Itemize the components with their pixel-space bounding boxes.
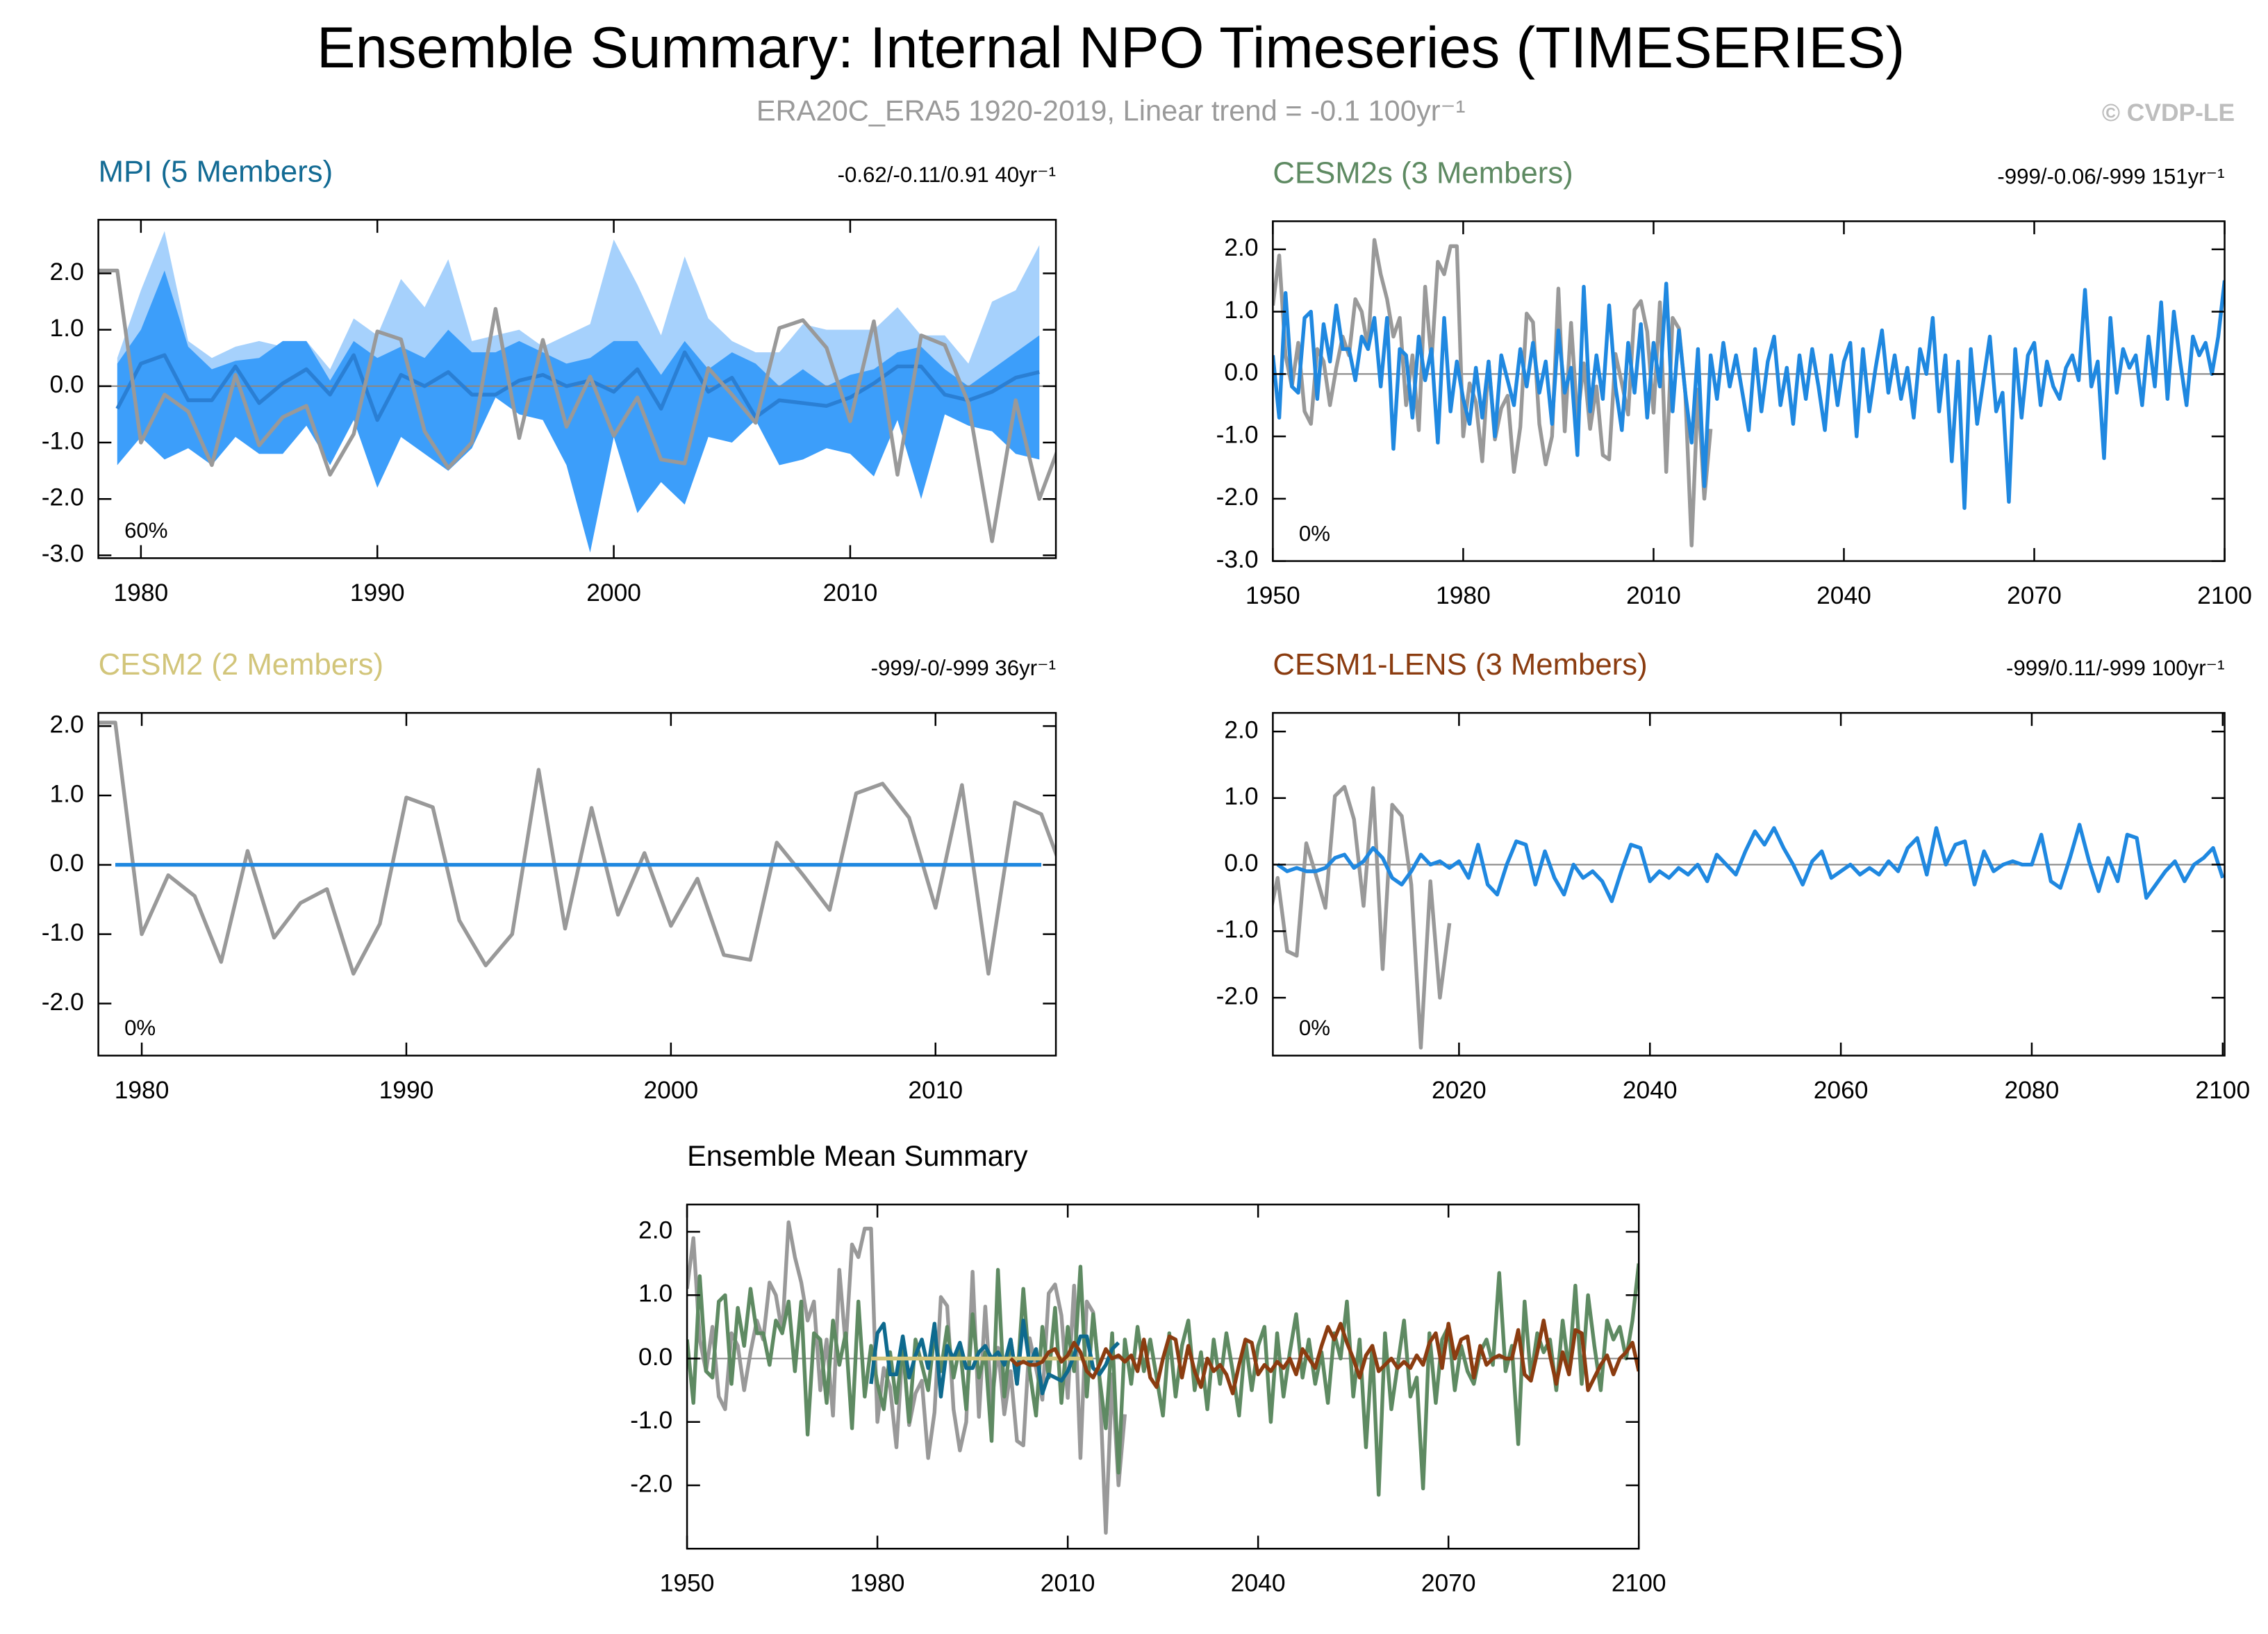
plot-area bbox=[1273, 238, 2225, 547]
y-tick-label: -1.0 bbox=[42, 919, 84, 946]
y-tick-label: -2.0 bbox=[42, 484, 84, 511]
x-tick-label: 2060 bbox=[1814, 1077, 1869, 1104]
x-tick-label: 2020 bbox=[1432, 1077, 1487, 1104]
x-tick-label: 2070 bbox=[1421, 1570, 1476, 1597]
panel-title: CESM2 (2 Members) bbox=[99, 647, 383, 682]
plot-frame bbox=[1272, 711, 2226, 1057]
percent-label: 60% bbox=[124, 518, 167, 543]
y-tick-label: -1.0 bbox=[1216, 916, 1259, 943]
series-line bbox=[1273, 784, 1452, 1050]
x-tick-label: 2010 bbox=[908, 1077, 963, 1104]
credit: © CVDP-LE bbox=[2102, 99, 2235, 126]
panel-title: Ensemble Mean Summary bbox=[687, 1139, 1028, 1172]
x-tick-label: 1980 bbox=[1436, 582, 1491, 609]
x-tick-label: 2100 bbox=[2197, 582, 2252, 609]
figure-title: Ensemble Summary: Internal NPO Timeserie… bbox=[317, 15, 1905, 80]
x-tick-label: 2000 bbox=[586, 579, 641, 606]
plot-area bbox=[98, 231, 1057, 553]
x-tick-label: 2010 bbox=[1041, 1570, 1095, 1597]
x-tick-label: 2010 bbox=[823, 579, 878, 606]
y-tick-label: -2.0 bbox=[630, 1470, 672, 1497]
y-tick-label: 0.0 bbox=[50, 371, 84, 398]
x-tick-label: 2040 bbox=[1231, 1570, 1286, 1597]
y-tick-label: 1.0 bbox=[50, 780, 84, 807]
percent-label: 0% bbox=[1299, 1016, 1330, 1040]
y-tick-label: -2.0 bbox=[1216, 982, 1259, 1009]
plot-frame bbox=[97, 711, 1057, 1057]
panel-title: MPI (5 Members) bbox=[99, 154, 333, 188]
y-tick-label: -1.0 bbox=[42, 427, 84, 454]
x-tick-label: 2070 bbox=[2007, 582, 2062, 609]
y-tick-label: 0.0 bbox=[1224, 850, 1258, 877]
percent-label: 0% bbox=[1299, 521, 1330, 545]
y-tick-label: 2.0 bbox=[638, 1216, 672, 1244]
panel-stats: -999/0.11/-999 100yr⁻¹ bbox=[2006, 656, 2224, 680]
x-tick-label: 1980 bbox=[115, 1077, 169, 1104]
plot-area bbox=[687, 1220, 1639, 1535]
plot-frame bbox=[97, 219, 1057, 559]
x-tick-label: 2080 bbox=[2005, 1077, 2060, 1104]
y-tick-label: -1.0 bbox=[630, 1407, 672, 1434]
series-line bbox=[1009, 1319, 1639, 1396]
y-tick-label: 0.0 bbox=[1224, 359, 1258, 386]
y-tick-label: 1.0 bbox=[1224, 783, 1258, 810]
x-tick-label: 2040 bbox=[1623, 1077, 1678, 1104]
plot-area bbox=[1273, 784, 2225, 1050]
plot-area bbox=[98, 720, 1057, 976]
y-tick-label: -2.0 bbox=[42, 989, 84, 1016]
y-tick-label: -3.0 bbox=[1216, 546, 1259, 573]
series-line bbox=[1276, 823, 2225, 903]
x-tick-label: 1950 bbox=[660, 1570, 715, 1597]
figure-subtitle: ERA20C_ERA5 1920-2019, Linear trend = -0… bbox=[756, 94, 1466, 126]
panel-stats: -0.62/-0.11/0.91 40yr⁻¹ bbox=[838, 163, 1056, 187]
x-tick-label: 2100 bbox=[1612, 1570, 1666, 1597]
series-line bbox=[98, 720, 1057, 976]
y-tick-label: 2.0 bbox=[50, 711, 84, 738]
series-line bbox=[115, 350, 1040, 422]
plot-frame bbox=[1272, 220, 2226, 562]
y-tick-label: -2.0 bbox=[1216, 484, 1259, 511]
y-tick-label: -3.0 bbox=[42, 540, 84, 568]
series-line bbox=[98, 268, 1057, 543]
x-tick-label: 2040 bbox=[1816, 582, 1871, 609]
panel-title: CESM1-LENS (3 Members) bbox=[1273, 647, 1647, 682]
percent-label: 0% bbox=[124, 1016, 156, 1040]
y-tick-label: 1.0 bbox=[50, 315, 84, 342]
y-tick-label: 2.0 bbox=[50, 258, 84, 286]
y-tick-label: 2.0 bbox=[1224, 716, 1258, 743]
x-tick-label: 1990 bbox=[379, 1077, 434, 1104]
range-band bbox=[117, 270, 1040, 553]
x-tick-label: 2100 bbox=[2195, 1077, 2250, 1104]
x-tick-label: 1990 bbox=[350, 579, 405, 606]
y-tick-label: 1.0 bbox=[1224, 297, 1258, 324]
y-tick-label: 0.0 bbox=[50, 850, 84, 877]
x-tick-label: 2000 bbox=[643, 1077, 698, 1104]
series-line bbox=[1273, 280, 2225, 511]
panel-stats: -999/-0.06/-999 151yr⁻¹ bbox=[1997, 164, 2224, 188]
series-line bbox=[687, 1263, 1639, 1497]
x-tick-label: 1980 bbox=[113, 579, 168, 606]
plot-frame bbox=[686, 1203, 1640, 1550]
y-tick-label: 1.0 bbox=[638, 1280, 672, 1307]
panel-title: CESM2s (3 Members) bbox=[1273, 156, 1573, 190]
x-tick-label: 2010 bbox=[1626, 582, 1681, 609]
y-tick-label: -1.0 bbox=[1216, 421, 1259, 448]
panel-stats: -999/-0/-999 36yr⁻¹ bbox=[871, 656, 1056, 680]
x-tick-label: 1950 bbox=[1245, 582, 1300, 609]
y-tick-label: 2.0 bbox=[1224, 234, 1258, 261]
x-tick-label: 1980 bbox=[850, 1570, 905, 1597]
y-tick-label: 0.0 bbox=[638, 1344, 672, 1371]
